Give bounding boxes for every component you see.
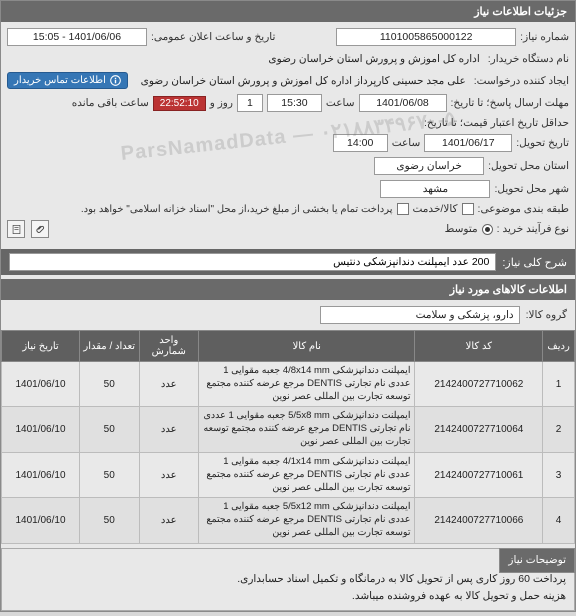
label-remaining: ساعت باقی مانده	[72, 97, 149, 109]
notes-panel: توضیحات نیاز پرداخت 60 روز کاری پس از تح…	[1, 548, 575, 612]
notes-tab: توضیحات نیاز	[499, 548, 575, 573]
label-price-deadline: حداقل تاریخ اعتبار قیمت؛ تا تاریخ:	[424, 117, 569, 129]
label-payment-note: پرداخت تمام یا بخشی از مبلغ خرید،از محل …	[81, 204, 393, 215]
table-row: 22142400727710064ایمپلنت دندانپزشکی 5/5x…	[2, 407, 575, 452]
reply-date-field: 1401/06/08	[359, 94, 447, 112]
service-checkbox[interactable]	[462, 203, 474, 215]
th-code: کد کالا	[415, 331, 543, 362]
need-no-field: 1101005865000122	[336, 28, 516, 46]
group-field: دارو، پزشکی و سلامت	[320, 306, 520, 324]
th-qty: تعداد / مقدار	[79, 331, 139, 362]
note-line-1: پرداخت 60 روز کاری پس از تحویل کالا به د…	[10, 571, 566, 588]
th-unit: واحد شمارش	[139, 331, 199, 362]
label-public-dt: تاریخ و ساعت اعلان عمومی:	[151, 31, 275, 43]
remain-days-field: 1	[237, 94, 263, 112]
delivery-time-field: 14:00	[333, 134, 388, 152]
note-line-2: هزینه حمل و تحویل کالا به عهده فروشنده م…	[10, 588, 566, 605]
priority-mid-radio[interactable]	[482, 224, 493, 235]
info-icon	[110, 75, 121, 86]
delivery-date-field: 1401/06/17	[424, 134, 512, 152]
items-table: ردیف کد کالا نام کالا واحد شمارش تعداد /…	[1, 330, 575, 544]
th-date: تاریخ نیاز	[2, 331, 80, 362]
label-buyer-org: نام دستگاه خریدار:	[488, 53, 569, 65]
province-field: خراسان رضوی	[374, 157, 484, 175]
label-reply-deadline: مهلت ارسال پاسخ؛ تا تاریخ:	[451, 97, 570, 109]
th-idx: ردیف	[543, 331, 575, 362]
attach-button[interactable]	[31, 220, 49, 238]
remaining-time-badge: 22:52:10	[153, 96, 206, 111]
reply-time-field: 15:30	[267, 94, 322, 112]
label-group: گروه کالا:	[526, 309, 567, 321]
requester-text: علی مجد حسینی کارپرداز اداره کل اموزش و …	[137, 73, 470, 89]
table-row: 32142400727710061ایمپلنت دندانپزشکی 4/1x…	[2, 452, 575, 497]
note-button[interactable]	[7, 220, 25, 238]
label-priority-mid: متوسط	[445, 223, 478, 235]
label-subject-class: طبقه بندی موضوعی:	[478, 203, 569, 215]
table-row: 12142400727710062ایمپلنت دندانپزشکی 4/8x…	[2, 362, 575, 407]
doc-icon	[11, 224, 22, 235]
th-name: نام کالا	[199, 331, 415, 362]
label-need-no: شماره نیاز:	[520, 31, 569, 43]
label-province: استان محل تحویل:	[488, 160, 569, 172]
label-requester: ایجاد کننده درخواست:	[474, 75, 569, 87]
label-hour-1: ساعت	[326, 97, 355, 109]
label-service: کالا/خدمت	[413, 203, 458, 215]
buyer-org-text: اداره کل اموزش و پرورش استان خراسان رضوی	[264, 51, 483, 67]
contact-buyer-label: اطلاعات تماس خریدار	[14, 75, 106, 86]
public-dt-field: 1401/06/06 - 15:05	[7, 28, 147, 46]
label-city: شهر محل تحویل:	[494, 183, 569, 195]
items-header: اطلاعات کالاهای مورد نیاز	[1, 279, 575, 300]
contact-buyer-button[interactable]: اطلاعات تماس خریدار	[7, 72, 128, 89]
need-desc-field: 200 عدد ایمپلنت دندانپزشکی دنتیس	[9, 253, 496, 271]
label-delivery-date: تاریخ تحویل:	[516, 137, 569, 149]
label-need-desc: شرح کلی نیاز:	[502, 256, 567, 269]
treasury-checkbox[interactable]	[397, 203, 409, 215]
city-field: مشهد	[380, 180, 490, 198]
panel-title: جزئیات اطلاعات نیاز	[1, 1, 575, 22]
table-row: 42142400727710066ایمپلنت دندانپزشکی 5/5x…	[2, 498, 575, 543]
label-day-and: روز و	[210, 97, 233, 109]
paperclip-icon	[35, 224, 46, 235]
label-process: نوع فرآیند خرید :	[497, 223, 569, 235]
label-hour-2: ساعت	[392, 137, 421, 149]
